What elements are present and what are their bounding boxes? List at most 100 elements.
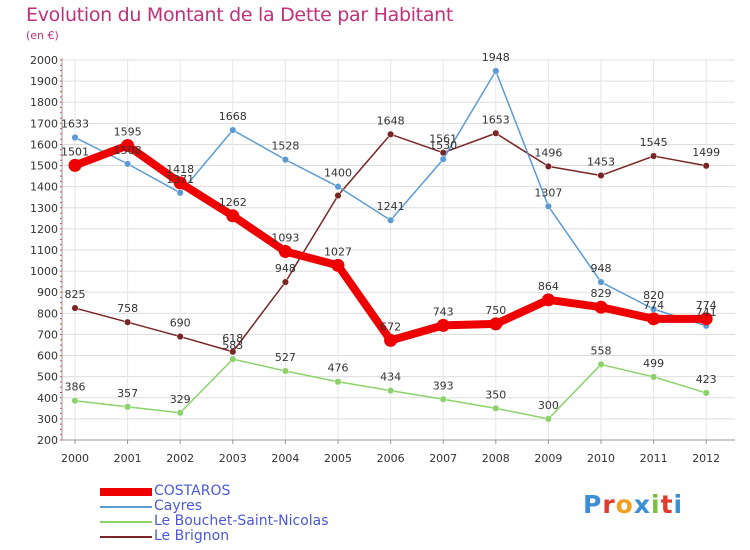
axis-layer: 200 300 400 500 600 700 800 900 1000 1100 1200 1300… bbox=[30, 54, 735, 465]
data-label-le-brignon: 825 bbox=[65, 288, 86, 301]
data-label-cayres: 1948 bbox=[482, 51, 510, 64]
data-point-cayres bbox=[439, 155, 447, 163]
y-tick-label: 1200 bbox=[30, 223, 58, 236]
data-label-le-brignon: 1545 bbox=[640, 136, 668, 149]
logo-letter: P bbox=[583, 490, 603, 519]
data-point-cayres bbox=[334, 183, 342, 191]
data-label-le-bouchet-saint-nicolas: 434 bbox=[380, 371, 401, 384]
x-tick-label: 2006 bbox=[377, 452, 405, 465]
data-label-le-brignon: 1499 bbox=[692, 146, 720, 159]
data-point-le-brignon bbox=[544, 162, 552, 170]
x-tick-label: 2003 bbox=[219, 452, 247, 465]
x-tick-label: 2009 bbox=[534, 452, 562, 465]
y-tick-label: 1100 bbox=[30, 244, 58, 257]
x-tick-label: 2012 bbox=[692, 452, 720, 465]
y-tick-label: 1000 bbox=[30, 265, 58, 278]
logo-letter: r bbox=[602, 490, 616, 519]
data-point-cayres bbox=[492, 67, 500, 75]
data-point-le-brignon bbox=[176, 333, 184, 341]
y-tick-label: 1800 bbox=[30, 96, 58, 109]
y-tick-label: 800 bbox=[37, 307, 58, 320]
data-point-le-brignon bbox=[492, 129, 500, 137]
y-tick-label: 700 bbox=[37, 328, 58, 341]
data-point-cayres bbox=[176, 189, 184, 197]
data-point-le-brignon bbox=[229, 348, 237, 356]
y-tick-label: 1400 bbox=[30, 181, 58, 194]
data-label-cayres: 1371 bbox=[166, 173, 194, 186]
data-label-le-brignon: 690 bbox=[170, 317, 191, 330]
legend-swatch bbox=[100, 506, 152, 508]
x-tick-label: 2002 bbox=[166, 452, 194, 465]
data-point-le-brignon bbox=[281, 278, 289, 286]
data-label-le-bouchet-saint-nicolas: 527 bbox=[275, 351, 296, 364]
data-point-costaros bbox=[121, 139, 135, 152]
data-label-cayres: 1508 bbox=[114, 144, 142, 157]
legend-label: Cayres bbox=[154, 498, 202, 514]
y-tick-label: 1700 bbox=[30, 117, 58, 130]
x-tick-label: 2011 bbox=[640, 452, 668, 465]
grid-layer bbox=[62, 59, 735, 441]
legend-swatch bbox=[100, 536, 152, 538]
data-label-le-bouchet-saint-nicolas: 386 bbox=[65, 381, 86, 394]
data-label-costaros: 672 bbox=[380, 320, 401, 333]
data-label-le-bouchet-saint-nicolas: 329 bbox=[170, 393, 191, 406]
data-point-le-bouchet-saint-nicolas bbox=[334, 378, 342, 386]
data-point-cayres bbox=[544, 202, 552, 210]
data-label-le-brignon: 1561 bbox=[429, 133, 457, 146]
data-label-le-bouchet-saint-nicolas: 357 bbox=[117, 387, 138, 400]
data-label-cayres: 1400 bbox=[324, 167, 352, 180]
logo-letter: o bbox=[615, 490, 634, 519]
legend-label: Le Brignon bbox=[154, 528, 230, 544]
data-label-cayres: 1668 bbox=[219, 110, 247, 123]
data-point-le-bouchet-saint-nicolas bbox=[71, 397, 79, 405]
data-label-le-bouchet-saint-nicolas: 583 bbox=[222, 339, 243, 352]
legend-swatch bbox=[100, 488, 152, 496]
data-point-costaros bbox=[331, 258, 345, 272]
data-point-costaros bbox=[384, 333, 398, 347]
data-point-costaros bbox=[594, 300, 608, 314]
data-point-cayres bbox=[597, 278, 605, 286]
data-point-le-brignon bbox=[702, 162, 710, 170]
data-label-cayres: 820 bbox=[643, 289, 664, 302]
data-point-le-brignon bbox=[334, 191, 342, 200]
data-point-le-brignon bbox=[597, 171, 605, 180]
data-label-cayres: 741 bbox=[696, 306, 717, 319]
y-tick-label: 1300 bbox=[30, 202, 58, 215]
data-point-le-bouchet-saint-nicolas bbox=[439, 395, 447, 403]
data-label-costaros: 1093 bbox=[271, 231, 299, 244]
data-label-le-bouchet-saint-nicolas: 300 bbox=[538, 399, 559, 412]
x-tick-label: 2007 bbox=[429, 452, 457, 465]
data-point-costaros bbox=[68, 158, 82, 172]
data-point-cayres bbox=[281, 156, 289, 164]
data-point-costaros bbox=[226, 209, 240, 223]
data-point-le-bouchet-saint-nicolas bbox=[229, 355, 237, 363]
data-point-costaros bbox=[436, 318, 450, 332]
data-point-cayres bbox=[124, 160, 132, 168]
data-label-costaros: 743 bbox=[433, 305, 454, 318]
data-point-le-brignon bbox=[650, 152, 658, 160]
legend-label: COSTAROS bbox=[154, 483, 231, 499]
data-point-le-bouchet-saint-nicolas bbox=[597, 360, 605, 368]
y-tick-label: 1900 bbox=[30, 75, 58, 88]
data-label-costaros: 774 bbox=[643, 299, 664, 312]
data-label-cayres: 1307 bbox=[534, 186, 562, 199]
data-point-le-bouchet-saint-nicolas bbox=[387, 387, 395, 395]
data-point-costaros bbox=[173, 176, 187, 190]
data-point-le-brignon bbox=[387, 130, 395, 138]
x-tick-label: 2008 bbox=[482, 452, 510, 465]
data-label-costaros: 1262 bbox=[219, 196, 247, 209]
data-point-le-bouchet-saint-nicolas bbox=[492, 404, 500, 412]
data-label-le-bouchet-saint-nicolas: 476 bbox=[328, 362, 349, 375]
data-point-costaros bbox=[278, 244, 292, 258]
data-point-le-bouchet-saint-nicolas bbox=[544, 415, 552, 423]
y-tick-label: 300 bbox=[37, 413, 58, 426]
data-point-costaros bbox=[489, 317, 503, 331]
data-point-le-bouchet-saint-nicolas bbox=[281, 367, 289, 375]
data-label-le-bouchet-saint-nicolas: 350 bbox=[485, 388, 506, 401]
data-label-le-bouchet-saint-nicolas: 499 bbox=[643, 357, 664, 370]
data-label-le-brignon: 758 bbox=[117, 302, 138, 315]
data-point-cayres bbox=[229, 126, 237, 134]
x-tick-label: 2000 bbox=[61, 452, 89, 465]
y-tick-label: 200 bbox=[37, 434, 58, 447]
